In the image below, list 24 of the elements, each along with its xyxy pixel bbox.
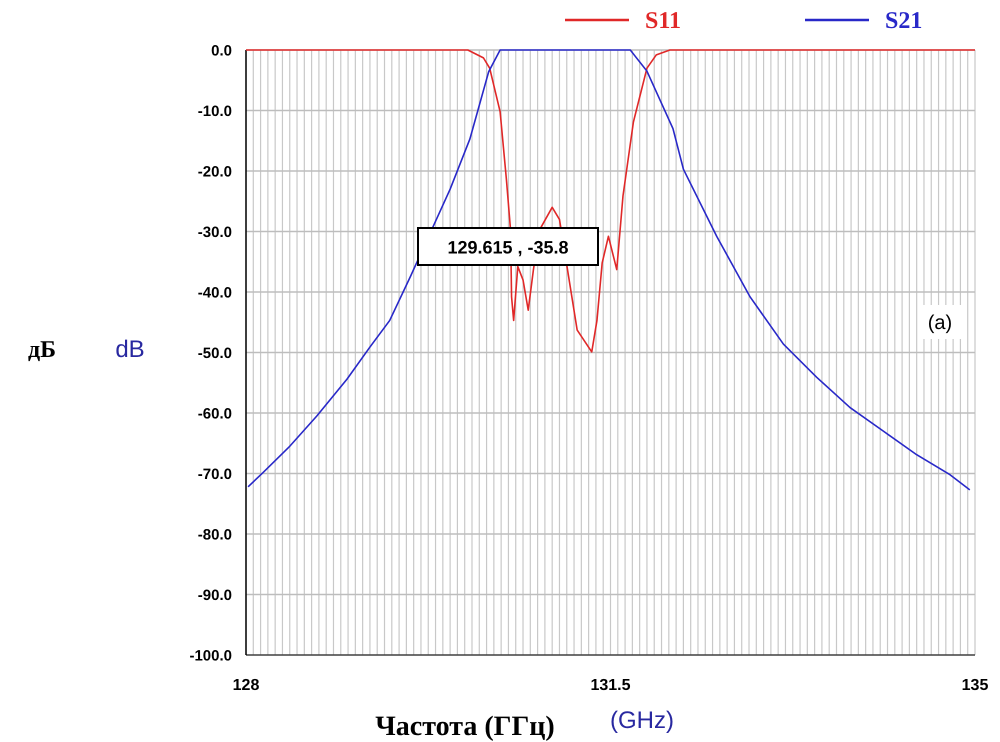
legend-label: S11 — [645, 8, 682, 34]
y-tick-label: 0.0 — [211, 42, 232, 60]
line-series — [247, 49, 971, 491]
annotation: 129.615 , -35.8 — [447, 237, 569, 258]
y-tick-label: -20.0 — [198, 163, 232, 180]
y-tick-label: -80.0 — [198, 526, 232, 544]
y-tick-label: -10.0 — [198, 102, 232, 120]
legend-label: S21 — [885, 8, 922, 34]
x-tick-label: 128 — [232, 677, 260, 694]
annotation: (a) — [928, 312, 952, 334]
y-tick-label: -60.0 — [198, 405, 232, 422]
y-tick-label: -50.0 — [198, 344, 232, 362]
y-tick-label: -70.0 — [198, 466, 232, 483]
y-tick-label: -40.0 — [198, 284, 232, 302]
text: (GHz) — [610, 707, 674, 734]
x-axis-title: Частота (ГГц) — [375, 711, 555, 742]
x-tick-label: 131.5 — [590, 677, 631, 694]
y-tick-label: -30.0 — [198, 224, 232, 241]
y-tick-label: -100.0 — [189, 647, 232, 664]
line-series — [245, 49, 976, 353]
text: дБ — [28, 337, 56, 363]
text: dB — [115, 336, 145, 363]
y-tick-label: -90.0 — [198, 586, 232, 604]
x-tick-label: 135 — [962, 677, 988, 694]
